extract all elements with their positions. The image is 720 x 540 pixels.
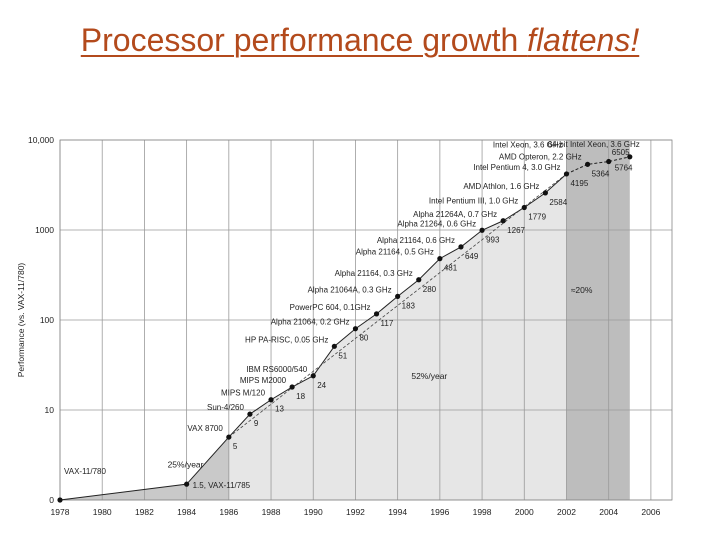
value-label-2001: 2584 xyxy=(549,198,567,207)
data-point-2002 xyxy=(563,171,570,177)
slide-title: Processor performance growth flattens! xyxy=(0,22,720,59)
value-label-1992: 80 xyxy=(359,334,368,343)
value-label-1998: 993 xyxy=(486,235,500,244)
value-label-1989: 18 xyxy=(296,392,305,401)
value-label-2000: 1779 xyxy=(528,212,546,221)
machine-label-1989: MIPS M2000 xyxy=(240,376,287,385)
x-tick-label-2002: 2002 xyxy=(557,507,576,517)
data-point-1984 xyxy=(184,481,190,487)
data-point-2004 xyxy=(606,158,612,165)
machine-label-2003: AMD Opteron, 2.2 GHz xyxy=(499,152,582,161)
y-tick-label-10: 10 xyxy=(45,405,55,415)
x-tick-label-1984: 1984 xyxy=(177,507,196,517)
data-point-1998 xyxy=(479,227,485,233)
machine-label-1999: Alpha 21264A, 0.7 GHz xyxy=(413,210,497,219)
value-label-1994: 183 xyxy=(402,301,416,310)
y-tick-label-100: 100 xyxy=(40,315,54,325)
data-point-1978 xyxy=(57,497,63,503)
x-tick-label-1980: 1980 xyxy=(93,507,112,517)
x-tick-label-1988: 1988 xyxy=(262,507,281,517)
machine-label-1990: IBM RS6000/540 xyxy=(246,365,307,374)
machine-label-1998: Alpha 21264, 0.6 GHz xyxy=(397,219,476,228)
y-tick-label-1000: 1000 xyxy=(35,225,54,235)
value-label-1988: 13 xyxy=(275,405,284,414)
machine-label-2005: 64-bit Intel Xeon, 3.6 GHz xyxy=(548,140,640,149)
data-point-1991 xyxy=(331,343,337,349)
machine-label-1996: Alpha 21164, 0.5 GHz xyxy=(356,248,434,257)
x-tick-label-2000: 2000 xyxy=(515,507,534,517)
y-tick-label-0: 0 xyxy=(49,495,54,505)
data-point-1989 xyxy=(289,384,295,390)
machine-label-1987: Sun-4/260 xyxy=(207,403,244,412)
chart-labels: VAX-11/780 1.5, VAX-11/785 VAX 8700 5 Sun-4/… xyxy=(64,140,640,490)
value-label-2005: 6505 xyxy=(612,148,630,157)
value-label-1990: 24 xyxy=(317,381,326,390)
data-point-1995 xyxy=(416,277,422,283)
machine-label-2001: AMD Athlon, 1.6 GHz xyxy=(463,182,539,191)
slide-title-emphasis: flattens! xyxy=(527,22,640,58)
slide-title-main: Processor performance growth xyxy=(80,22,528,58)
x-tick-label-1990: 1990 xyxy=(304,507,323,517)
rate-label-mid: 52%/year xyxy=(411,371,447,381)
chart-series xyxy=(57,154,633,503)
rate-label-late: ≈20% xyxy=(571,285,593,295)
value-label-1984: 1.5, VAX-11/785 xyxy=(193,481,251,490)
machine-label-1988: MIPS M/120 xyxy=(221,389,266,398)
value-label-2004: 5764 xyxy=(615,164,633,173)
value-label-1993: 117 xyxy=(381,319,394,328)
x-tick-label-1994: 1994 xyxy=(388,507,407,517)
machine-label-1994: Alpha 21064A, 0.3 GHz xyxy=(308,285,392,294)
data-point-1986 xyxy=(226,434,232,440)
plot-frame xyxy=(59,139,673,501)
machine-label-2002: Intel Pentium 4, 3.0 GHz xyxy=(473,163,560,172)
value-label-1997: 649 xyxy=(465,252,479,261)
machine-label-1992: Alpha 21064, 0.2 GHz xyxy=(271,318,350,327)
value-label-1995: 280 xyxy=(423,285,437,294)
y-tick-label-10,000: 10,000 xyxy=(28,135,54,145)
machine-label-1995: Alpha 21164, 0.3 GHz xyxy=(335,269,413,278)
data-point-1994 xyxy=(395,293,401,299)
value-label-1991: 51 xyxy=(338,351,347,360)
data-point-2005 xyxy=(627,154,633,160)
data-point-1999 xyxy=(500,218,506,224)
data-point-2003 xyxy=(584,161,591,167)
chart-axes: 1978 1980 1982 1984 1986 1988 1990 1992 1994 1996… xyxy=(16,135,661,517)
machine-label-1978: VAX-11/780 xyxy=(64,467,107,476)
data-point-1993 xyxy=(373,311,380,317)
x-tick-label-1986: 1986 xyxy=(219,507,238,517)
value-label-1999: 1267 xyxy=(507,226,525,235)
machine-label-1997: Alpha 21164, 0.6 GHz xyxy=(377,236,455,245)
x-tick-label-1982: 1982 xyxy=(135,507,154,517)
data-point-1997 xyxy=(458,244,464,250)
value-label-1987: 9 xyxy=(254,419,259,428)
data-point-2000 xyxy=(521,204,527,211)
data-point-1990 xyxy=(310,373,316,379)
trend-line-52 xyxy=(228,173,567,438)
value-label-2002: 4195 xyxy=(570,179,588,188)
x-tick-label-2006: 2006 xyxy=(641,507,660,517)
x-tick-label-1998: 1998 xyxy=(473,507,492,517)
chart-grid xyxy=(59,139,673,501)
rate-label-early: 25%/year xyxy=(168,459,204,469)
machine-label-2004: Intel Xeon, 3.6 GHz xyxy=(493,141,563,150)
data-point-1992 xyxy=(352,326,359,332)
value-label-1986: 5 xyxy=(233,442,238,451)
x-tick-label-1992: 1992 xyxy=(346,507,365,517)
data-point-1987 xyxy=(247,411,253,417)
machine-label-2000: Intel Pentium III, 1.0 GHz xyxy=(429,196,518,205)
value-label-1996: 481 xyxy=(444,264,458,273)
machine-label-1993: PowerPC 604, 0.1GHz xyxy=(290,303,371,312)
value-label-2003: 5364 xyxy=(592,169,610,178)
data-point-2001 xyxy=(542,190,548,196)
series-line-dashed xyxy=(566,156,630,175)
x-tick-label-2004: 2004 xyxy=(599,507,618,517)
data-point-1996 xyxy=(437,256,443,262)
data-point-1988 xyxy=(268,397,274,403)
x-tick-label-1978: 1978 xyxy=(51,507,70,517)
machine-label-1986: VAX 8700 xyxy=(187,424,223,433)
machine-label-1991: HP PA-RISC, 0.05 GHz xyxy=(245,335,328,344)
y-axis-label: Performance (vs. VAX-11/780) xyxy=(16,263,26,378)
x-tick-label-1996: 1996 xyxy=(430,507,449,517)
